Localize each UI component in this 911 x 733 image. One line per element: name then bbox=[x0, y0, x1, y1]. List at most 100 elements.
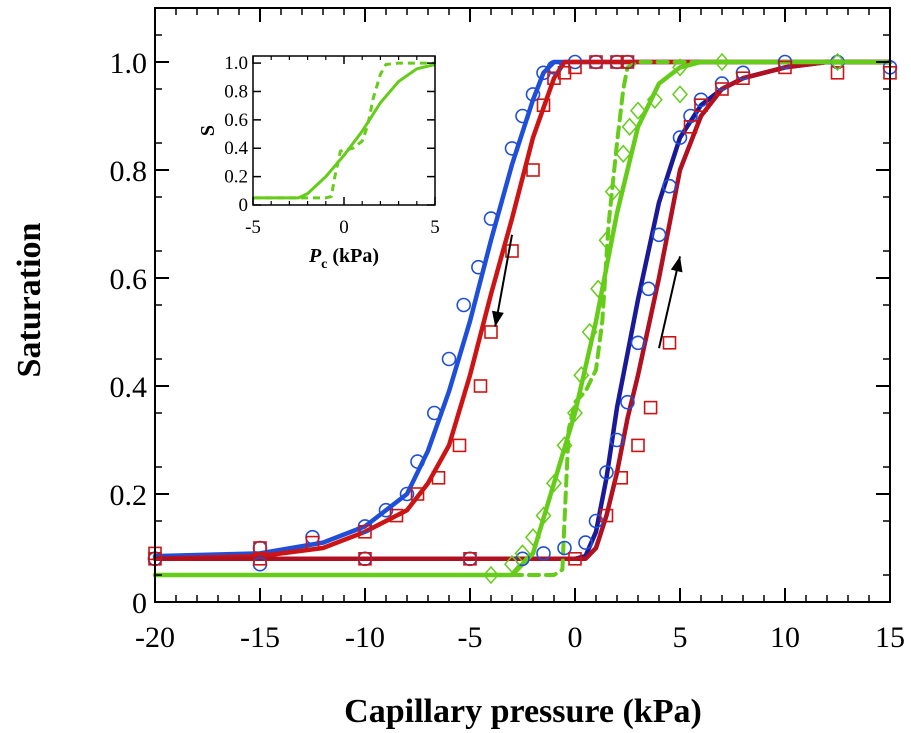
data-point-2-5 bbox=[410, 487, 425, 501]
data-point-2-12 bbox=[536, 98, 551, 112]
data-point-1-5 bbox=[536, 546, 551, 561]
data-point-2-18 bbox=[620, 55, 635, 69]
data-point-4-12 bbox=[604, 182, 621, 201]
direction-arrow-0 bbox=[494, 234, 513, 327]
data-point-4-15 bbox=[630, 101, 646, 120]
data-point-1-4 bbox=[515, 551, 530, 567]
x-axis-title: Capillary pressure (kPa) bbox=[344, 693, 702, 730]
x-tick-label: -20 bbox=[135, 621, 175, 654]
data-point-3-13 bbox=[736, 71, 750, 85]
data-point-1-10 bbox=[609, 432, 625, 448]
x-tick-label: -15 bbox=[240, 621, 280, 654]
data-point-3-5 bbox=[599, 508, 614, 523]
x-tick-label: 5 bbox=[673, 621, 688, 654]
data-point-4-19 bbox=[714, 52, 730, 72]
inset-y-tick-label: 0.2 bbox=[224, 167, 248, 188]
data-point-0-13 bbox=[515, 108, 530, 124]
fit-curve-0 bbox=[152, 59, 893, 559]
data-point-4-2 bbox=[514, 544, 531, 563]
data-point-1-9 bbox=[599, 465, 614, 480]
data-point-2-3 bbox=[358, 524, 372, 539]
data-point-2-15 bbox=[568, 60, 582, 75]
data-point-4-16 bbox=[646, 90, 663, 109]
data-point-4-14 bbox=[621, 117, 638, 136]
inset-y-axis-title: S bbox=[197, 125, 219, 136]
data-point-3-14 bbox=[778, 60, 792, 75]
data-point-3-8 bbox=[643, 400, 658, 415]
data-point-2-4 bbox=[389, 508, 404, 523]
data-point-4-18 bbox=[672, 58, 688, 77]
data-point-0-14 bbox=[525, 87, 541, 102]
data-point-4-6 bbox=[556, 436, 573, 455]
data-point-3-7 bbox=[631, 438, 645, 453]
data-point-0-10 bbox=[471, 259, 486, 275]
data-point-1-15 bbox=[662, 178, 677, 194]
data-point-4-11 bbox=[598, 231, 615, 250]
inset-y-tick-label: 1.0 bbox=[224, 53, 248, 74]
data-point-2-1 bbox=[253, 541, 267, 555]
data-point-2-16 bbox=[589, 55, 603, 69]
y-tick-label: 0.2 bbox=[110, 479, 148, 512]
data-point-4-10 bbox=[590, 279, 607, 298]
data-point-2-10 bbox=[505, 244, 519, 258]
inset-y-tick-label: 0.4 bbox=[224, 138, 248, 159]
data-point-3-10 bbox=[683, 120, 698, 134]
inset-y-tick-label: 0.6 bbox=[224, 110, 248, 131]
fit-curve-1 bbox=[152, 59, 893, 562]
data-point-1-17 bbox=[683, 108, 698, 124]
data-point-4-4 bbox=[535, 506, 552, 525]
data-point-3-12 bbox=[715, 82, 729, 96]
fit-curve-5 bbox=[153, 60, 892, 577]
data-point-1-16 bbox=[672, 130, 688, 145]
data-point-2-6 bbox=[431, 470, 446, 485]
data-point-3-9 bbox=[662, 335, 677, 350]
y-tick-label: 0.6 bbox=[110, 263, 148, 296]
data-point-1-7 bbox=[578, 535, 593, 550]
data-point-4-3 bbox=[525, 528, 541, 547]
x-tick-label: 10 bbox=[770, 621, 800, 654]
x-tick-label: 0 bbox=[568, 621, 583, 654]
data-point-2-2 bbox=[305, 535, 320, 550]
inset-plot: -5 0 500.20.40.60.81.0Pc (kPa)S bbox=[197, 53, 440, 272]
inset-y-tick-label: 0.8 bbox=[224, 81, 248, 102]
data-point-4-17 bbox=[672, 85, 688, 104]
fit-curve-3 bbox=[152, 59, 893, 562]
inset-x-axis-title: Pc (kPa) bbox=[308, 245, 379, 272]
inset-y-tick-label: 0 bbox=[239, 195, 249, 216]
data-point-1-12 bbox=[630, 335, 646, 351]
inset-x-tick-label: 0 bbox=[339, 217, 349, 238]
data-point-0-7 bbox=[426, 405, 442, 421]
data-point-2-9 bbox=[484, 325, 498, 339]
data-point-2-11 bbox=[526, 163, 540, 177]
data-point-3-4 bbox=[568, 551, 582, 566]
data-point-2-7 bbox=[452, 438, 467, 453]
data-point-1-13 bbox=[641, 281, 656, 297]
data-point-3-3 bbox=[463, 551, 477, 566]
direction-arrowhead-1 bbox=[670, 256, 683, 273]
data-point-0-8 bbox=[441, 351, 457, 367]
data-point-3-1 bbox=[253, 551, 267, 566]
data-point-0-11 bbox=[483, 211, 499, 226]
x-tick-label: -5 bbox=[458, 621, 483, 654]
data-point-0-9 bbox=[456, 297, 472, 313]
data-point-0-6 bbox=[410, 454, 425, 469]
direction-arrowhead-0 bbox=[491, 310, 504, 327]
y-tick-label: 0.8 bbox=[110, 155, 148, 188]
data-point-3-15 bbox=[830, 66, 845, 80]
data-point-4-1 bbox=[504, 555, 520, 574]
inset-x-tick-label: -5 bbox=[245, 217, 261, 238]
inset-curve-1 bbox=[253, 61, 435, 200]
data-point-1-14 bbox=[651, 227, 667, 243]
data-point-4-8 bbox=[573, 366, 590, 385]
data-point-1-11 bbox=[620, 394, 635, 410]
data-point-2-17 bbox=[610, 55, 624, 69]
data-point-2-8 bbox=[473, 379, 488, 393]
data-point-3-6 bbox=[614, 470, 629, 485]
data-point-3-11 bbox=[694, 98, 708, 112]
y-tick-label: 0 bbox=[132, 587, 147, 620]
y-tick-label: 0.4 bbox=[110, 371, 148, 404]
data-point-1-6 bbox=[557, 540, 572, 556]
y-tick-label: 1.0 bbox=[110, 47, 148, 80]
